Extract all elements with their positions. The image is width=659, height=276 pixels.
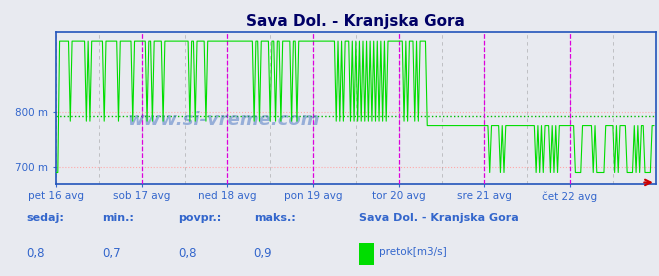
Text: 0,7: 0,7 xyxy=(102,247,121,260)
Text: min.:: min.: xyxy=(102,213,134,223)
Text: 0,8: 0,8 xyxy=(178,247,196,260)
Text: 0,8: 0,8 xyxy=(26,247,45,260)
Text: pretok[m3/s]: pretok[m3/s] xyxy=(379,247,447,257)
Text: www.si-vreme.com: www.si-vreme.com xyxy=(128,111,320,129)
Text: Sava Dol. - Kranjska Gora: Sava Dol. - Kranjska Gora xyxy=(359,213,519,223)
Text: maks.:: maks.: xyxy=(254,213,295,223)
Text: povpr.:: povpr.: xyxy=(178,213,221,223)
Text: 0,9: 0,9 xyxy=(254,247,272,260)
Text: sedaj:: sedaj: xyxy=(26,213,64,223)
Title: Sava Dol. - Kranjska Gora: Sava Dol. - Kranjska Gora xyxy=(246,14,465,29)
